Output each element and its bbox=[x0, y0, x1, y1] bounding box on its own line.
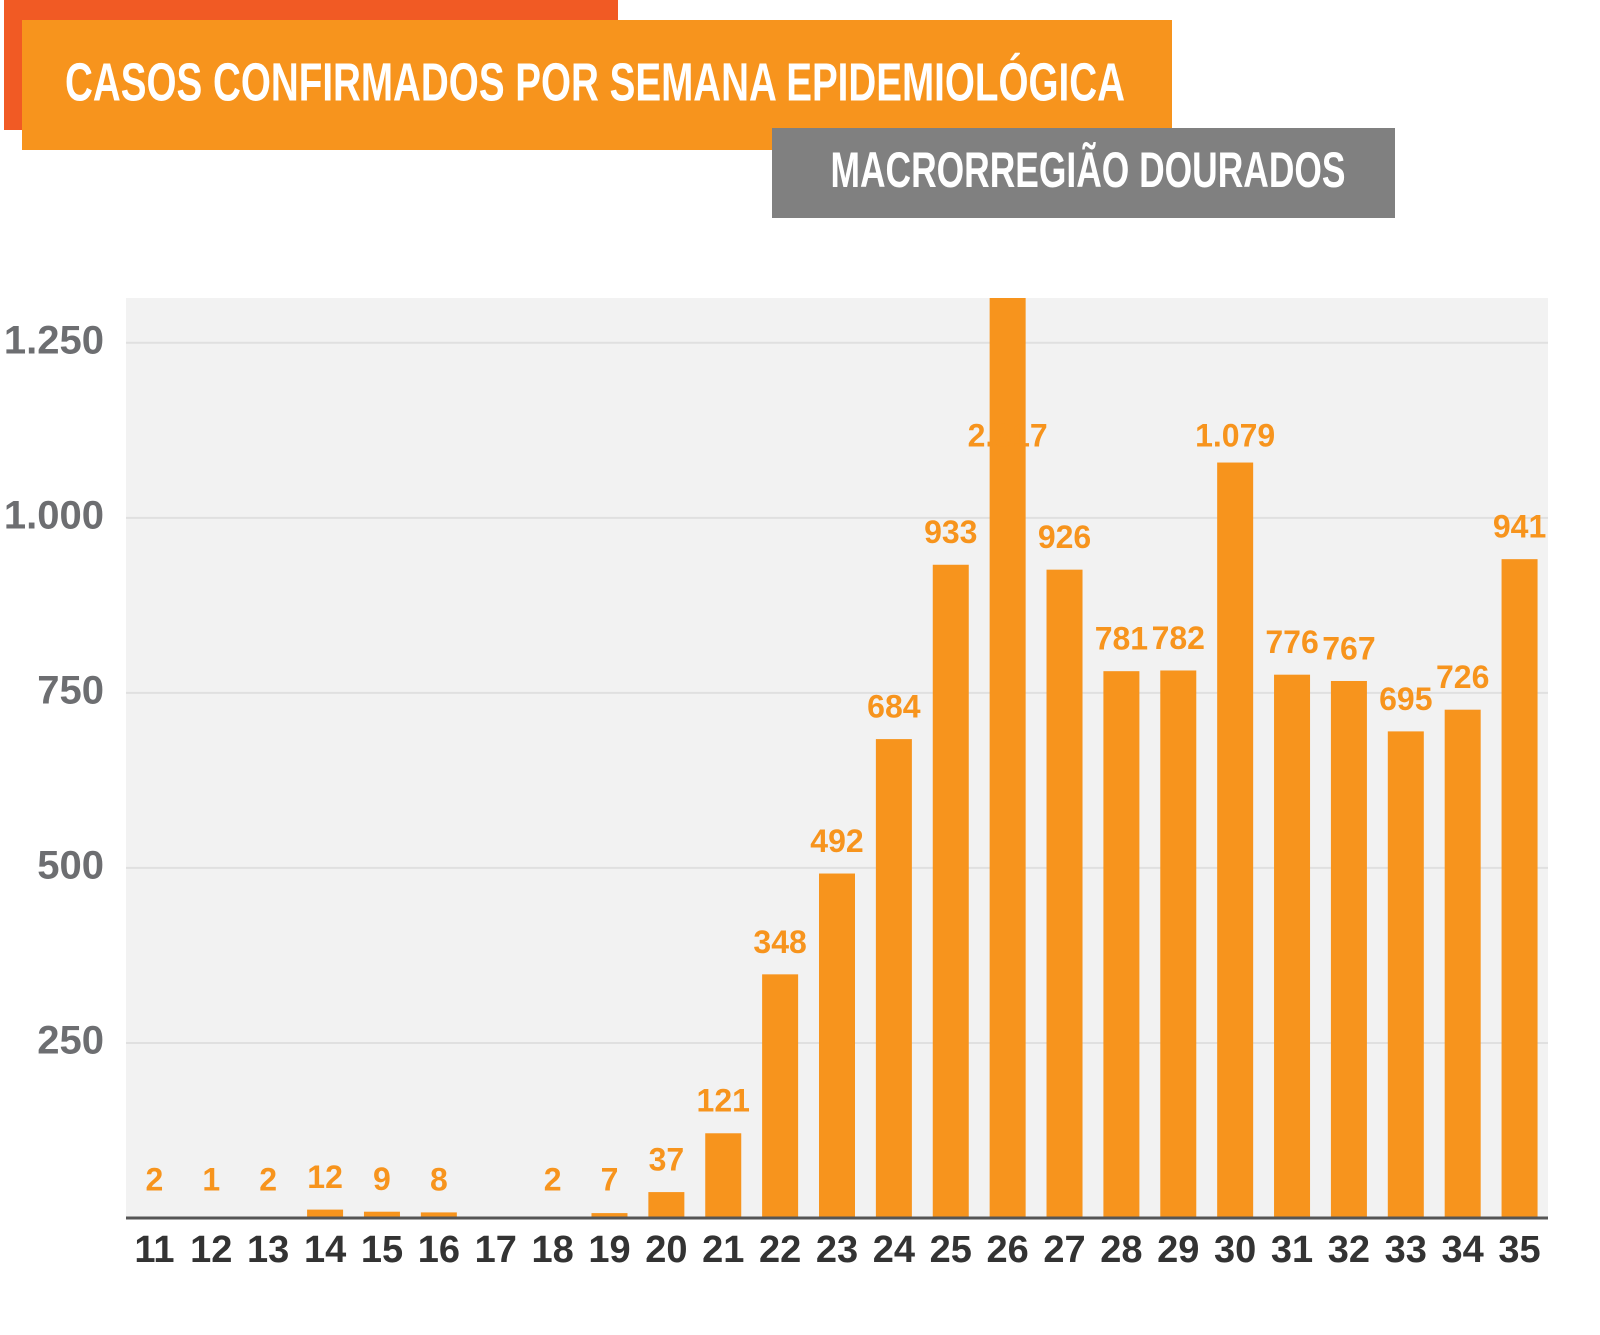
value-label: 2 bbox=[544, 1161, 562, 1197]
bar bbox=[819, 873, 855, 1218]
value-label: 121 bbox=[697, 1083, 750, 1119]
value-label: 492 bbox=[810, 823, 863, 859]
bar bbox=[1387, 731, 1424, 1218]
x-tick-label: 29 bbox=[1157, 1229, 1199, 1271]
y-tick-label: 250 bbox=[37, 1019, 104, 1063]
x-tick-label: 12 bbox=[190, 1229, 232, 1271]
value-label: 695 bbox=[1379, 681, 1432, 717]
value-label: 926 bbox=[1038, 519, 1091, 555]
y-tick-label: 1.000 bbox=[4, 493, 104, 537]
bar bbox=[1217, 462, 1254, 1218]
x-tick-label: 15 bbox=[361, 1229, 403, 1271]
x-tick-label: 34 bbox=[1442, 1229, 1484, 1271]
y-tick-label: 500 bbox=[37, 843, 104, 887]
bar bbox=[932, 564, 969, 1218]
value-label: 7 bbox=[601, 1161, 619, 1197]
value-label: 781 bbox=[1095, 621, 1148, 657]
x-tick-label: 21 bbox=[702, 1229, 744, 1271]
y-tick-label: 1.250 bbox=[4, 318, 104, 362]
bar bbox=[591, 1213, 628, 1218]
x-tick-label: 35 bbox=[1498, 1229, 1540, 1271]
bar bbox=[705, 1133, 742, 1218]
value-label: 782 bbox=[1152, 620, 1205, 656]
x-tick-label: 14 bbox=[304, 1229, 346, 1271]
value-label: 9 bbox=[373, 1161, 391, 1197]
x-tick-label: 16 bbox=[418, 1229, 460, 1271]
bar bbox=[420, 1212, 457, 1218]
value-label: 767 bbox=[1322, 630, 1375, 666]
x-tick-label: 28 bbox=[1100, 1229, 1142, 1271]
x-tick-label: 30 bbox=[1214, 1229, 1256, 1271]
bar bbox=[1103, 671, 1140, 1218]
x-tick-label: 20 bbox=[645, 1229, 687, 1271]
y-tick-label: 750 bbox=[37, 668, 104, 712]
bar bbox=[989, 298, 1026, 1218]
bar bbox=[1274, 674, 1311, 1218]
value-label: 348 bbox=[753, 924, 806, 960]
x-tick-label: 19 bbox=[588, 1229, 630, 1271]
value-label: 37 bbox=[649, 1142, 685, 1178]
bar bbox=[648, 1192, 685, 1218]
x-tick-label: 22 bbox=[759, 1229, 801, 1271]
bar bbox=[875, 739, 912, 1218]
x-tick-label: 26 bbox=[986, 1229, 1028, 1271]
x-tick-label: 31 bbox=[1271, 1229, 1313, 1271]
value-label: 941 bbox=[1493, 509, 1546, 545]
value-label: 776 bbox=[1265, 624, 1318, 660]
x-tick-label: 23 bbox=[816, 1229, 858, 1271]
x-tick-label: 33 bbox=[1385, 1229, 1427, 1271]
bar bbox=[307, 1209, 344, 1218]
value-label: 1 bbox=[202, 1161, 220, 1197]
x-tick-label: 17 bbox=[475, 1229, 517, 1271]
x-tick-label: 24 bbox=[873, 1229, 915, 1271]
value-label: 1.079 bbox=[1195, 417, 1275, 453]
bars bbox=[136, 298, 1538, 1218]
x-tick-label: 32 bbox=[1328, 1229, 1370, 1271]
value-label: 8 bbox=[430, 1161, 448, 1197]
x-tick-label: 13 bbox=[247, 1229, 289, 1271]
bar bbox=[1160, 670, 1197, 1218]
bar bbox=[363, 1211, 400, 1218]
subtitle-box bbox=[772, 128, 1395, 218]
value-label: 726 bbox=[1436, 659, 1489, 695]
value-label: 2 bbox=[146, 1161, 164, 1197]
x-tick-label: 25 bbox=[930, 1229, 972, 1271]
value-label: 2.317 bbox=[968, 417, 1048, 453]
chart-subtitle: MACRORREGIÃO DOURADOS bbox=[831, 142, 1346, 198]
x-tick-label: 11 bbox=[134, 1229, 174, 1271]
bar bbox=[1330, 680, 1367, 1218]
x-tick-label: 27 bbox=[1043, 1229, 1085, 1271]
chart-title: CASOS CONFIRMADOS POR SEMANA EPIDEMIOLÓG… bbox=[65, 52, 1125, 112]
value-label: 12 bbox=[307, 1159, 343, 1195]
value-label: 933 bbox=[924, 514, 977, 550]
value-label: 684 bbox=[867, 689, 921, 725]
x-tick-label: 18 bbox=[531, 1229, 573, 1271]
bar bbox=[1046, 569, 1083, 1218]
bar bbox=[1501, 559, 1538, 1218]
bar bbox=[762, 974, 799, 1218]
value-label: 2 bbox=[259, 1161, 277, 1197]
bar bbox=[1444, 709, 1481, 1218]
